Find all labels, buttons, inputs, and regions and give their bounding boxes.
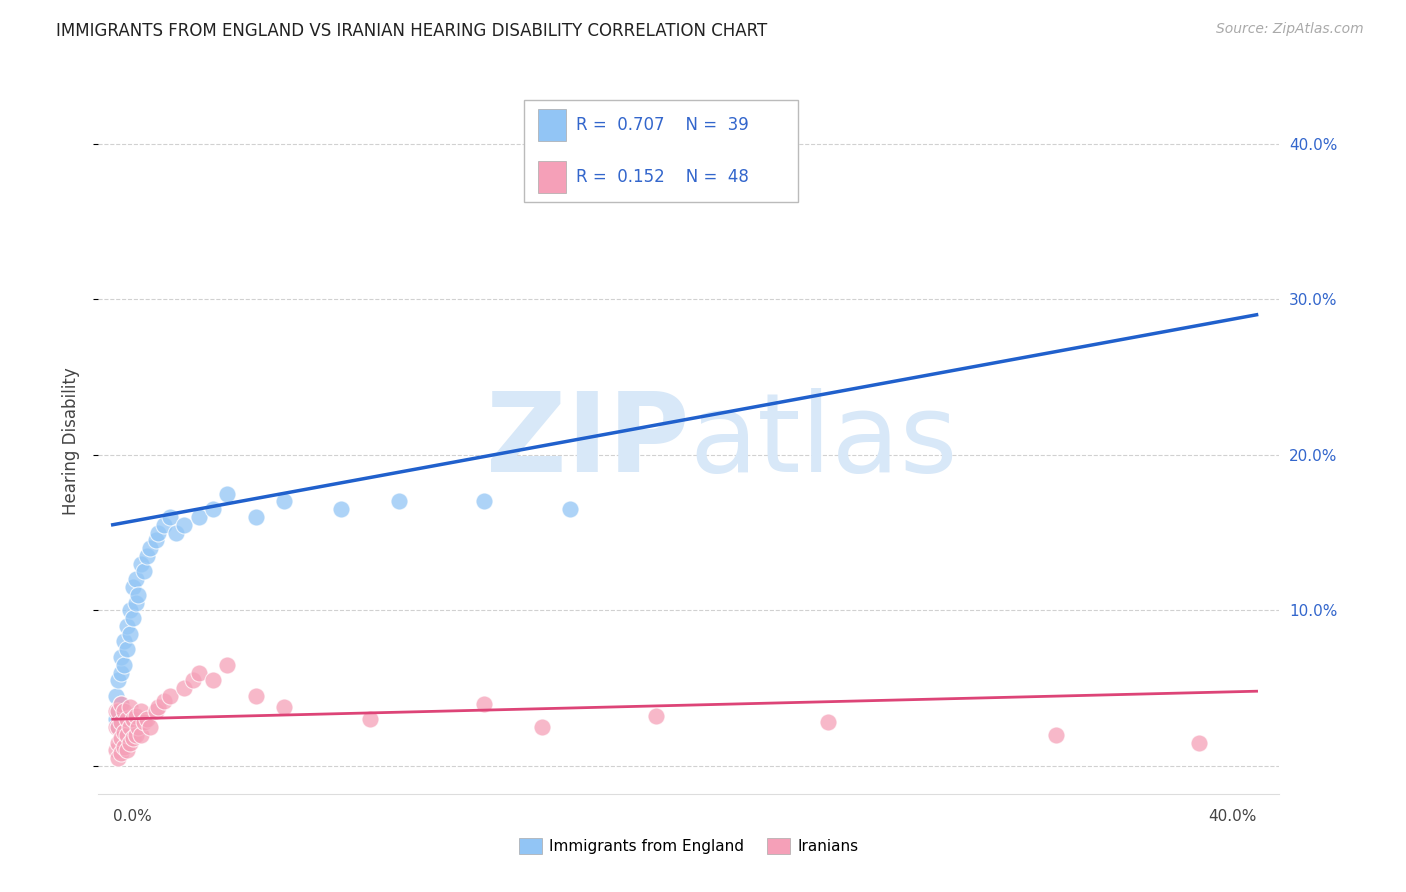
Point [159,689,181,703]
Point [115,712,138,726]
Point [127,588,149,602]
Point [588,183,610,197]
Point [139,541,162,555]
Point [131,705,153,719]
Point [112,724,135,739]
Point [124,728,146,742]
Point [1045,728,1067,742]
Point [145,705,167,719]
Point [107,673,129,688]
Point [107,735,129,749]
Point [115,642,138,657]
Point [187,510,209,524]
Point [273,494,295,508]
Point [115,743,138,757]
Point [148,699,170,714]
Point [115,619,138,633]
Point [112,634,135,648]
Point [104,712,127,726]
Point [124,572,146,586]
Point [530,720,553,734]
Point [110,731,132,745]
Point [245,689,267,703]
Point [817,715,839,730]
Point [118,603,141,617]
Point [104,689,127,703]
Point [124,595,146,609]
Point [112,705,135,719]
Point [153,517,176,532]
Point [110,715,132,730]
Point [112,657,135,672]
Point [104,705,127,719]
Point [127,720,149,734]
Point [118,626,141,640]
Point [110,697,132,711]
Text: 0.0%: 0.0% [112,809,152,824]
Point [560,502,582,516]
Point [645,709,668,723]
Point [139,720,162,734]
Y-axis label: Hearing Disability: Hearing Disability [62,368,80,516]
Point [107,705,129,719]
Point [330,502,353,516]
Point [273,699,295,714]
Point [474,494,496,508]
Point [1188,735,1211,749]
Point [145,533,167,548]
Text: Source: ZipAtlas.com: Source: ZipAtlas.com [1216,22,1364,37]
Point [217,486,239,500]
Point [121,731,143,745]
Point [112,740,135,755]
Point [107,720,129,734]
Point [173,681,195,695]
Point [388,494,411,508]
Point [110,650,132,665]
Point [104,720,127,734]
Point [359,712,381,726]
Legend: Immigrants from England, Iranians: Immigrants from England, Iranians [513,832,865,860]
Point [159,510,181,524]
Point [173,517,195,532]
Text: R =  0.707    N =  39: R = 0.707 N = 39 [575,117,748,135]
Point [131,557,153,571]
Point [136,549,159,563]
Point [134,715,156,730]
Point [136,712,159,726]
Point [181,673,204,688]
Point [107,705,129,719]
Point [131,728,153,742]
Point [115,728,138,742]
Point [107,751,129,765]
Point [134,565,156,579]
Point [148,525,170,540]
Point [201,673,224,688]
Point [201,502,224,516]
Point [474,697,496,711]
Point [118,720,141,734]
Point [110,697,132,711]
Point [121,611,143,625]
Point [217,657,239,672]
Point [187,665,209,680]
Point [153,693,176,707]
Point [121,712,143,726]
Point [165,525,187,540]
Point [245,510,267,524]
Text: 40.0%: 40.0% [1208,809,1257,824]
Text: R =  0.152    N =  48: R = 0.152 N = 48 [575,168,748,186]
Point [121,580,143,594]
Point [107,720,129,734]
Point [124,709,146,723]
Text: ZIP: ZIP [485,388,689,495]
Point [118,735,141,749]
Point [104,743,127,757]
Point [110,747,132,761]
Point [110,665,132,680]
Text: IMMIGRANTS FROM ENGLAND VS IRANIAN HEARING DISABILITY CORRELATION CHART: IMMIGRANTS FROM ENGLAND VS IRANIAN HEARI… [56,22,768,40]
Point [118,699,141,714]
Text: atlas: atlas [689,388,957,495]
